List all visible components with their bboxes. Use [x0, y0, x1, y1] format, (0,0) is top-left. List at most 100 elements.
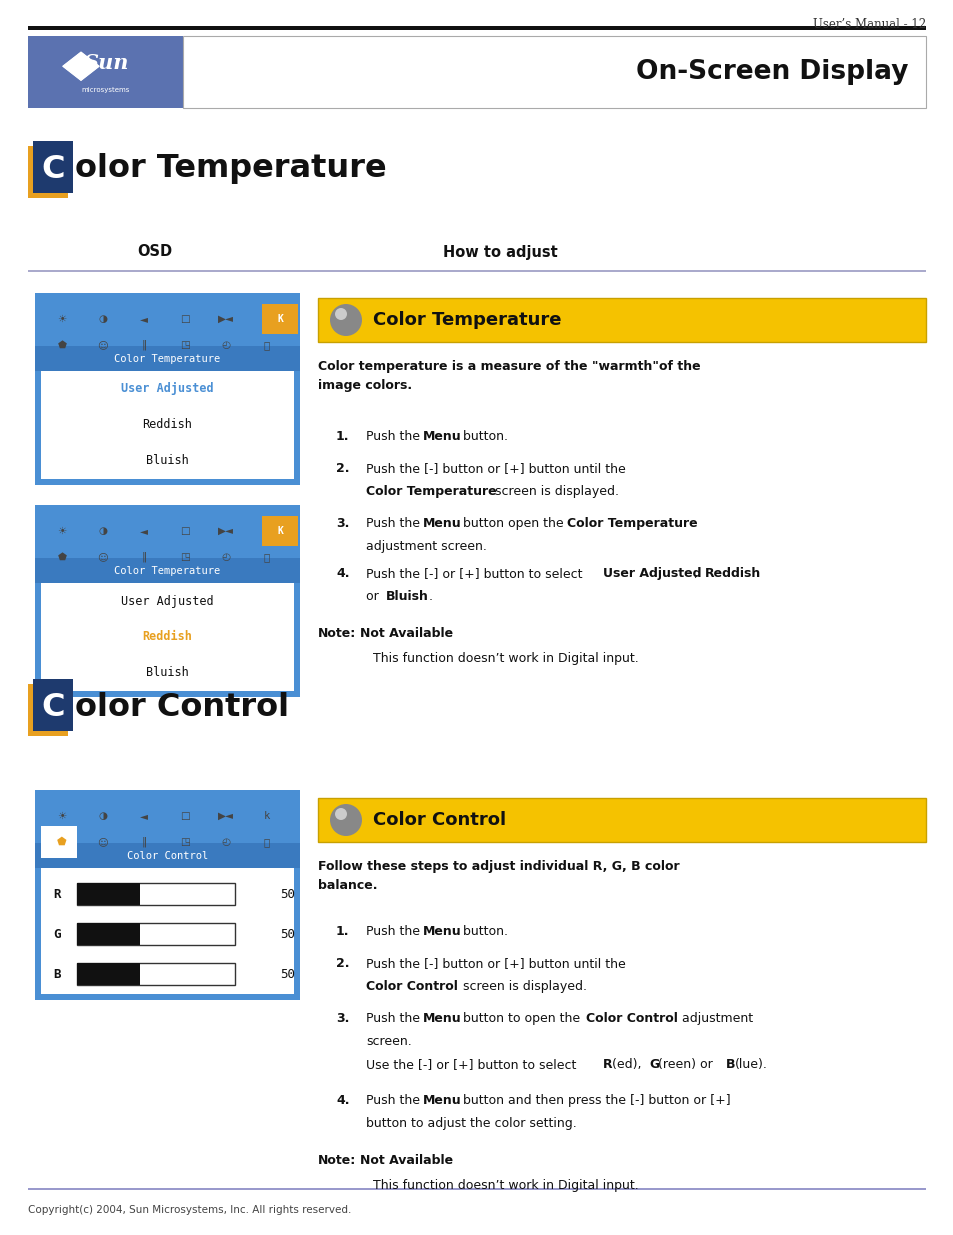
Bar	[183, 36, 925, 107]
Text: B: B	[725, 1058, 735, 1071]
Text: olor Control: olor Control	[75, 692, 289, 722]
Bar	[77, 963, 234, 986]
Text: User Adjusted: User Adjusted	[121, 383, 213, 395]
Text: K: K	[276, 526, 283, 536]
Text: Note:: Note:	[317, 1153, 355, 1167]
Bar	[77, 883, 140, 905]
Text: ◄: ◄	[140, 314, 148, 324]
Bar	[33, 679, 73, 731]
Text: ‖: ‖	[141, 837, 147, 847]
Bar	[28, 36, 183, 107]
Text: Color Temperature: Color Temperature	[366, 485, 497, 498]
Text: 2.: 2.	[335, 462, 349, 475]
Text: 4.: 4.	[335, 567, 349, 580]
Text: screen is displayed.: screen is displayed.	[491, 485, 618, 498]
Text: ◑: ◑	[98, 526, 108, 536]
Text: B: B	[53, 967, 61, 981]
Text: R: R	[53, 888, 61, 900]
Text: ⬟: ⬟	[57, 837, 67, 847]
Text: screen.: screen.	[366, 1035, 412, 1049]
Text: Menu: Menu	[422, 517, 460, 530]
Text: ◴: ◴	[221, 552, 231, 562]
Text: Copyright(c) 2004, Sun Microsystems, Inc. All rights reserved.: Copyright(c) 2004, Sun Microsystems, Inc…	[28, 1205, 351, 1215]
Text: 3.: 3.	[335, 517, 349, 530]
Circle shape	[335, 308, 347, 320]
Text: Menu: Menu	[422, 1094, 460, 1107]
Text: R: R	[602, 1058, 612, 1071]
Text: button and then press the [-] button or [+]: button and then press the [-] button or …	[458, 1094, 730, 1107]
Bar	[28, 1188, 925, 1191]
Text: Bluish: Bluish	[146, 667, 189, 679]
Text: microsystems: microsystems	[82, 86, 130, 93]
Text: ,: ,	[693, 567, 701, 580]
Text: (ed),: (ed),	[612, 1058, 645, 1071]
Text: Reddish: Reddish	[142, 419, 193, 431]
Text: ◴: ◴	[221, 837, 231, 847]
Text: ▶◄: ▶◄	[218, 811, 233, 821]
Text: C: C	[41, 153, 65, 184]
Text: Menu: Menu	[422, 925, 460, 939]
Text: Push the: Push the	[366, 1011, 423, 1025]
Bar	[77, 923, 140, 945]
Text: 4.: 4.	[335, 1094, 349, 1107]
Text: User Adjusted: User Adjusted	[602, 567, 700, 580]
Text: User’s Manual - 12: User’s Manual - 12	[812, 19, 925, 31]
Text: Reddish: Reddish	[704, 567, 760, 580]
Text: Color Temperature: Color Temperature	[566, 517, 697, 530]
Text: k: k	[264, 811, 270, 821]
Text: ◳: ◳	[180, 552, 190, 562]
Bar	[77, 923, 234, 945]
Text: Push the: Push the	[366, 925, 423, 939]
Text: This function doesn’t work in Digital input.: This function doesn’t work in Digital in…	[373, 652, 639, 664]
Bar	[35, 346, 299, 370]
Text: G: G	[648, 1058, 659, 1071]
Text: ☺: ☺	[97, 552, 109, 562]
Bar	[77, 963, 140, 986]
Text: ⓘ: ⓘ	[264, 552, 270, 562]
Text: Not Available: Not Available	[359, 627, 453, 640]
Text: ☀: ☀	[57, 314, 67, 324]
Text: button open the: button open the	[458, 517, 567, 530]
Text: Color Control: Color Control	[373, 811, 506, 829]
Text: ☺: ☺	[97, 837, 109, 847]
Text: Menu: Menu	[422, 1011, 460, 1025]
Text: Color Control: Color Control	[127, 851, 208, 861]
Text: Color temperature is a measure of the "warmth"of the
image colors.: Color temperature is a measure of the "w…	[317, 359, 700, 391]
Circle shape	[330, 804, 361, 836]
Text: ◑: ◑	[98, 811, 108, 821]
Text: adjustment screen.: adjustment screen.	[366, 540, 486, 553]
Text: ‖: ‖	[141, 340, 147, 351]
Text: OSD: OSD	[137, 245, 172, 259]
Text: Not Available: Not Available	[359, 1153, 453, 1167]
Text: Color Control: Color Control	[366, 981, 457, 993]
Bar	[77, 883, 234, 905]
Text: Note:: Note:	[317, 627, 355, 640]
Text: □: □	[180, 314, 190, 324]
Bar	[35, 790, 299, 1000]
Text: 3.: 3.	[335, 1011, 349, 1025]
Text: 1.: 1.	[335, 430, 349, 443]
Text: button.: button.	[458, 430, 507, 443]
Text: Push the: Push the	[366, 430, 423, 443]
Bar	[41, 826, 77, 858]
Text: (reen) or: (reen) or	[658, 1058, 716, 1071]
Bar	[35, 558, 299, 583]
Text: screen is displayed.: screen is displayed.	[458, 981, 586, 993]
Text: □: □	[180, 811, 190, 821]
Bar	[41, 868, 294, 994]
Text: button to adjust the color setting.: button to adjust the color setting.	[366, 1116, 577, 1130]
Text: ◄: ◄	[140, 811, 148, 821]
Bar	[35, 505, 299, 697]
Text: 50: 50	[280, 888, 295, 900]
Text: ▶◄: ▶◄	[218, 314, 233, 324]
Text: On-Screen Display: On-Screen Display	[636, 59, 908, 85]
Bar	[35, 293, 299, 485]
Bar	[28, 270, 925, 272]
Circle shape	[330, 304, 361, 336]
Circle shape	[335, 808, 347, 820]
Text: ◑: ◑	[98, 314, 108, 324]
Text: Menu: Menu	[422, 430, 460, 443]
Bar	[35, 844, 299, 868]
Text: ⓘ: ⓘ	[264, 340, 270, 350]
Text: olor Temperature: olor Temperature	[75, 153, 386, 184]
